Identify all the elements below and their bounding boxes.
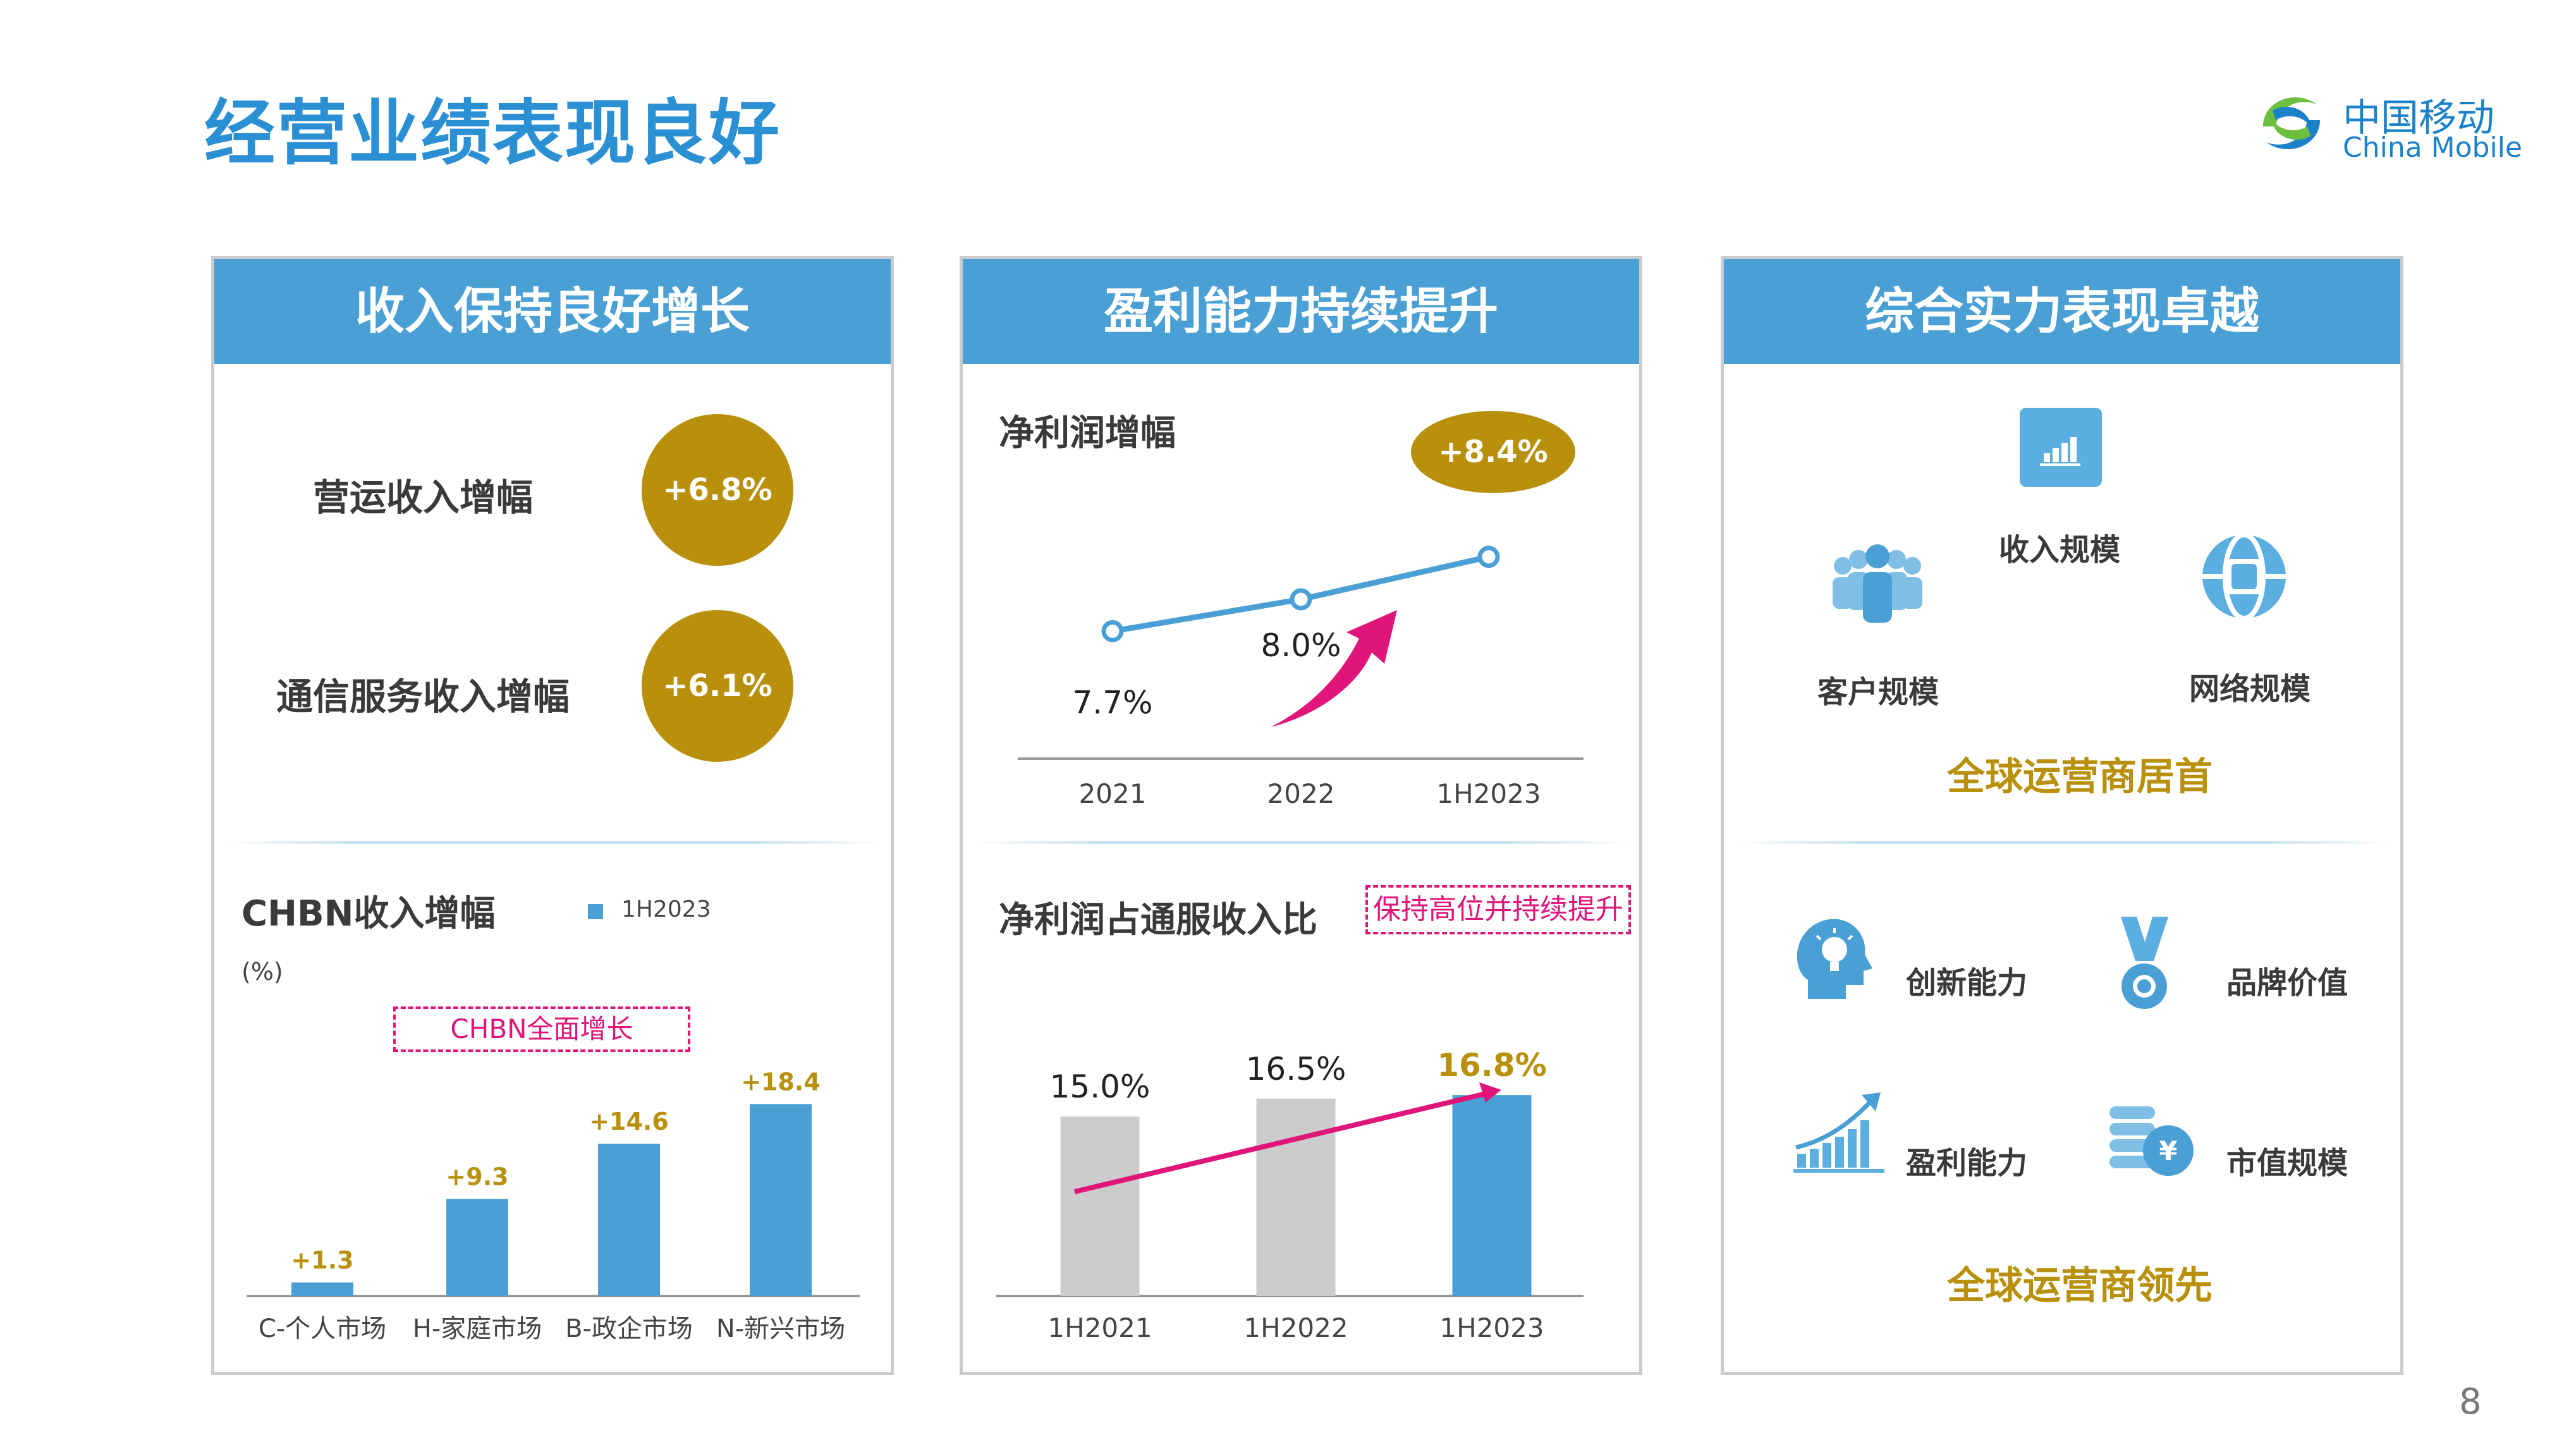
ratio-bar: [1256, 1098, 1336, 1296]
innovation-label: 创新能力: [1906, 965, 2028, 1001]
ratio-bar: [1452, 1095, 1532, 1296]
chbn-callout: CHBN全面增长: [393, 1006, 690, 1052]
panel-profitability-header: 盈利能力持续提升: [963, 259, 1639, 364]
chbn-legend-swatch: [588, 904, 603, 919]
ratio-trend-arrowhead-icon: [1479, 1082, 1501, 1103]
profitability-label: 盈利能力: [1906, 1146, 2028, 1181]
ratio-trend-line: [1074, 1091, 1486, 1194]
net-profit-point: [1101, 620, 1124, 642]
china-mobile-logo: [2250, 82, 2333, 164]
medal-icon: [2115, 917, 2175, 1012]
net-profit-point: [1477, 546, 1500, 568]
page-number: 8: [2459, 1381, 2482, 1422]
chbn-chart: +1.3 C-个人市场 +9.3 H-家庭市场 +14.6 B-政企市场 +18.4 N-新兴…: [247, 1068, 860, 1343]
net-profit-badge: +8.4%: [1411, 411, 1575, 493]
coins-icon: ¥: [2108, 1100, 2197, 1182]
bar-chart-icon: [2020, 408, 2102, 487]
divider: [224, 841, 882, 844]
svg-text:¥: ¥: [2159, 1135, 2177, 1166]
bottom-summary: 全球运营商领先: [1947, 1264, 2213, 1308]
logo-text-en: China Mobile: [2343, 131, 2523, 164]
chbn-category-label: B-政企市场: [565, 1314, 693, 1343]
line-data-label: 8.0%: [1261, 627, 1341, 664]
net-profit-title: 净利润增幅: [999, 413, 1176, 454]
brand-value-label: 品牌价值: [2226, 965, 2348, 1001]
chbn-bar: [750, 1104, 812, 1296]
ratio-category-label: 1H2023: [1439, 1312, 1544, 1343]
telecom-revenue-label: 通信服务收入增幅: [276, 675, 570, 718]
profit-ratio-title: 净利润占通服收入比: [999, 900, 1317, 941]
page-title: 经营业绩表现良好: [204, 92, 781, 174]
chbn-legend-label: 1H2023: [621, 896, 711, 922]
panel-revenue: 收入保持良好增长: [211, 256, 894, 1375]
profit-ratio-callout: 保持高位并持续提升: [1365, 885, 1631, 934]
operating-revenue-label: 营运收入增幅: [313, 476, 534, 519]
chbn-data-label: +9.3: [446, 1163, 508, 1191]
market-cap-label: 市值规模: [2226, 1146, 2348, 1181]
revenue-scale-label: 收入规模: [1999, 532, 2121, 568]
network-scale-label: 网络规模: [2189, 671, 2311, 707]
logo-mark-icon: [2263, 97, 2320, 150]
panel-revenue-header: 收入保持良好增长: [214, 259, 891, 364]
trend-arrow-icon: [1271, 610, 1397, 727]
growth-chart-icon: [1792, 1087, 1887, 1176]
logo-text-cn: 中国移动: [2343, 96, 2494, 140]
chbn-bar: [598, 1144, 660, 1296]
line-category-label: 2022: [1267, 778, 1335, 809]
divider: [1735, 841, 2393, 844]
lightbulb-head-icon: [1789, 910, 1877, 1005]
chbn-data-label: +1.3: [291, 1247, 353, 1275]
line-category-label: 1H2023: [1436, 778, 1541, 809]
line-data-label: 7.7%: [1072, 684, 1152, 721]
profit-ratio-chart: 15.0% 1H2021 16.5% 1H2022 16.8% 1H2023: [996, 1047, 1584, 1343]
chbn-data-label: +14.6: [589, 1108, 669, 1135]
chbn-category-label: C-个人市场: [259, 1314, 386, 1343]
customer-scale-label: 客户规模: [1817, 675, 1939, 710]
chbn-bar: [446, 1199, 508, 1296]
net-profit-point: [1290, 588, 1312, 611]
chbn-bar: [291, 1282, 353, 1296]
divider: [974, 841, 1631, 844]
net-profit-line-chart: 2021 2022 1H2023 7.7% 8.0%: [1018, 546, 1584, 809]
ratio-data-label: 15.0%: [1050, 1068, 1151, 1105]
ratio-category-label: 1H2022: [1243, 1312, 1348, 1343]
globe-icon: [2199, 531, 2290, 623]
operating-revenue-badge: +6.8%: [642, 414, 793, 566]
ratio-data-label: 16.5%: [1246, 1051, 1346, 1087]
ratio-category-label: 1H2021: [1047, 1312, 1152, 1343]
ratio-data-label: 16.8%: [1437, 1047, 1546, 1084]
telecom-revenue-badge: +6.1%: [642, 610, 793, 762]
chbn-chart-title: CHBN收入增幅: [241, 893, 496, 934]
chbn-category-label: H-家庭市场: [413, 1314, 542, 1343]
chbn-unit: (%): [241, 958, 283, 986]
panel-strength-header: 综合实力表现卓越: [1724, 259, 2400, 364]
line-category-label: 2021: [1079, 778, 1147, 809]
top-summary: 全球运营商居首: [1947, 755, 2213, 799]
ratio-bar: [1060, 1116, 1140, 1296]
chbn-category-label: N-新兴市场: [716, 1314, 845, 1343]
chbn-data-label: +18.4: [741, 1068, 821, 1096]
people-icon: [1824, 541, 1931, 629]
